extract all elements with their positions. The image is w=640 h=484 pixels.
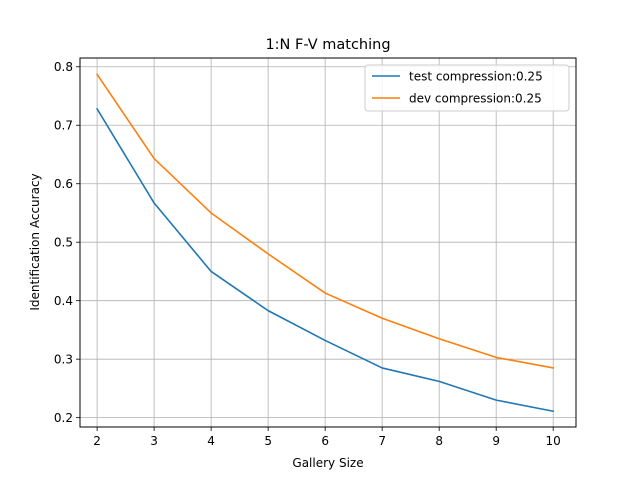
legend-box <box>364 64 570 112</box>
legend-label-test: test compression:0.25 <box>409 70 543 84</box>
x-tick-label: 10 <box>546 434 561 448</box>
x-axis-label: Gallery Size <box>292 456 363 470</box>
series-line-dev <box>95 73 555 369</box>
x-tick-label: 4 <box>207 434 215 448</box>
x-tick-label: 2 <box>93 434 101 448</box>
legend: test compression:0.25 dev compression:0.… <box>364 64 570 112</box>
x-tick-label: 3 <box>150 434 158 448</box>
x-tick-label: 6 <box>321 434 329 448</box>
grid-lines <box>80 58 576 427</box>
y-tick-label: 0.8 <box>54 60 73 74</box>
x-tick-label: 8 <box>435 434 443 448</box>
legend-label-dev: dev compression:0.25 <box>409 92 542 106</box>
chart-title: 1:N F-V matching <box>265 37 390 53</box>
y-axis-label: Identification Accuracy <box>28 173 42 310</box>
series-lines <box>95 73 555 413</box>
y-tick-label: 0.6 <box>54 177 73 191</box>
series-line-test <box>96 107 555 413</box>
x-tick-label: 7 <box>378 434 386 448</box>
x-tick-label: 5 <box>264 434 272 448</box>
axis-ticks: 2 3 4 5 6 7 8 9 10 0.2 0.3 0.4 0.5 0.6 0.7 0.8 <box>54 60 561 448</box>
y-tick-label: 0.3 <box>54 352 73 366</box>
y-tick-label: 0.5 <box>54 236 73 250</box>
y-tick-label: 0.7 <box>54 119 73 133</box>
x-tick-label: 9 <box>492 434 500 448</box>
y-tick-label: 0.4 <box>54 294 73 308</box>
y-tick-label: 0.2 <box>54 411 73 425</box>
